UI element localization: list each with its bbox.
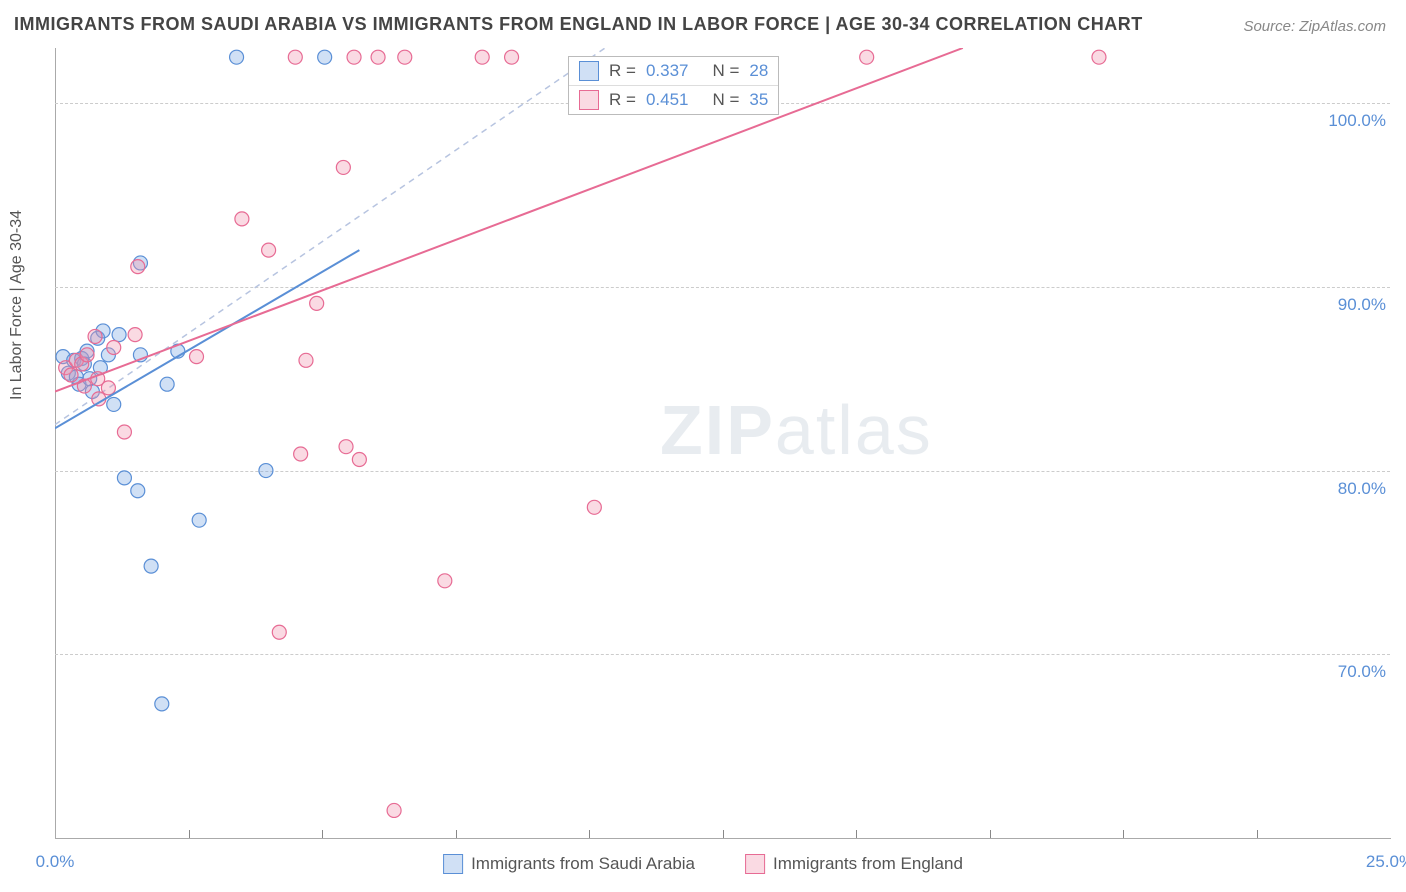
data-point	[117, 471, 131, 485]
data-point	[505, 50, 519, 64]
r-value: 0.451	[646, 90, 689, 110]
data-point	[230, 50, 244, 64]
data-point	[336, 160, 350, 174]
scatter-svg	[0, 0, 1406, 892]
data-point	[371, 50, 385, 64]
r-label: R =	[609, 90, 636, 110]
stats-row-saudi: R = 0.337 N = 28	[569, 57, 778, 85]
n-value: 28	[749, 61, 768, 81]
stats-swatch-icon	[579, 90, 599, 110]
data-point	[112, 328, 126, 342]
legend-label: Immigrants from Saudi Arabia	[471, 854, 695, 874]
stats-row-england: R = 0.451 N = 35	[569, 85, 778, 114]
data-point	[192, 513, 206, 527]
stats-swatch-icon	[579, 61, 599, 81]
n-label: N =	[712, 90, 739, 110]
r-value: 0.337	[646, 61, 689, 81]
data-point	[299, 353, 313, 367]
legend-swatch-icon	[745, 854, 765, 874]
r-label: R =	[609, 61, 636, 81]
data-point	[310, 296, 324, 310]
data-point	[318, 50, 332, 64]
data-point	[131, 484, 145, 498]
data-point	[860, 50, 874, 64]
legend-label: Immigrants from England	[773, 854, 963, 874]
data-point	[339, 440, 353, 454]
data-point	[131, 260, 145, 274]
data-point	[117, 425, 131, 439]
data-point	[438, 574, 452, 588]
data-point	[272, 625, 286, 639]
data-point	[288, 50, 302, 64]
data-point	[155, 697, 169, 711]
data-point	[475, 50, 489, 64]
data-point	[259, 464, 273, 478]
data-point	[64, 368, 78, 382]
data-point	[160, 377, 174, 391]
legend-item-england: Immigrants from England	[745, 854, 963, 874]
data-point	[88, 329, 102, 343]
legend-swatch-icon	[443, 854, 463, 874]
data-point	[262, 243, 276, 257]
legend-bottom: Immigrants from Saudi Arabia Immigrants f…	[443, 854, 963, 874]
n-value: 35	[749, 90, 768, 110]
data-point	[107, 340, 121, 354]
legend-item-saudi: Immigrants from Saudi Arabia	[443, 854, 695, 874]
data-point	[587, 500, 601, 514]
data-point	[387, 803, 401, 817]
data-point	[80, 348, 94, 362]
correlation-stats-box: R = 0.337 N = 28 R = 0.451 N = 35	[568, 56, 779, 115]
data-point	[294, 447, 308, 461]
data-point	[347, 50, 361, 64]
data-point	[107, 397, 121, 411]
data-point	[144, 559, 158, 573]
data-point	[1092, 50, 1106, 64]
n-label: N =	[712, 61, 739, 81]
data-point	[101, 381, 115, 395]
data-point	[398, 50, 412, 64]
data-point	[128, 328, 142, 342]
data-point	[352, 453, 366, 467]
data-point	[190, 350, 204, 364]
data-point	[235, 212, 249, 226]
